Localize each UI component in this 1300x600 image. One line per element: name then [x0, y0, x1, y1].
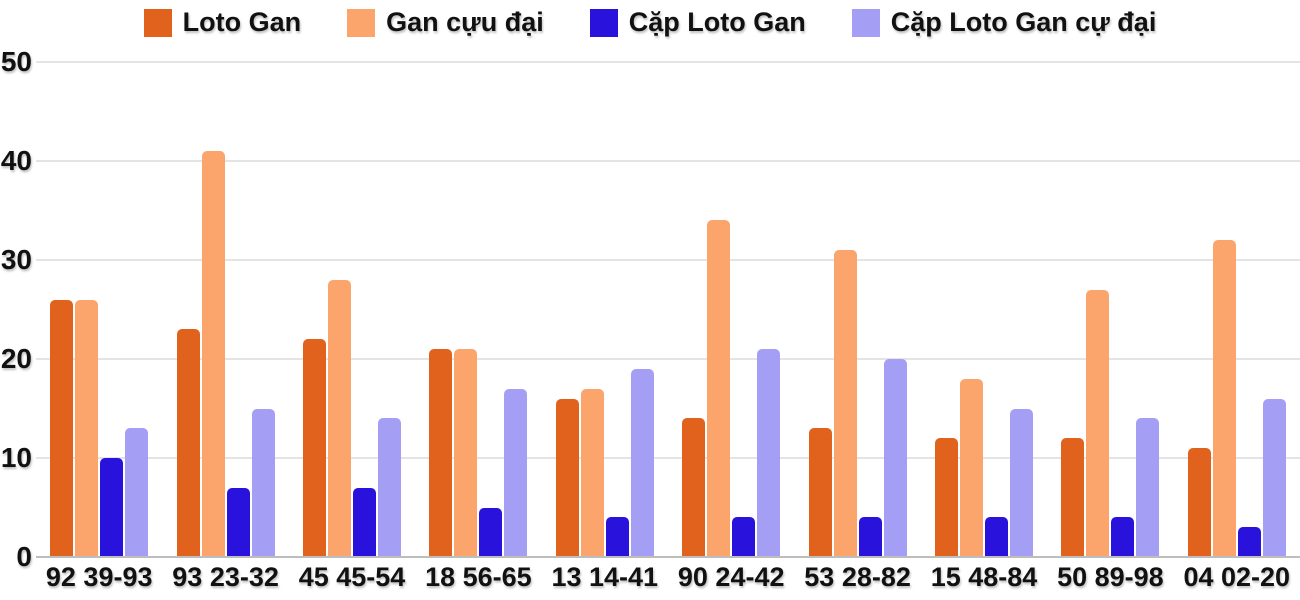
- x-tick-label-93 23-32: 93 23-32: [172, 562, 279, 592]
- legend-item-Cặp Loto Gan cự đại: Cặp Loto Gan cự đại: [851, 7, 1157, 38]
- x-axis-baseline: [36, 556, 1300, 558]
- x-tick-label-45 45-54: 45 45-54: [298, 562, 406, 592]
- bar-Cặp Loto Gan-45 45-54: [352, 487, 376, 557]
- bar-Loto Gan-93 23-32: [176, 329, 200, 557]
- bar-group-04 02-20: [1174, 62, 1300, 557]
- y-tick-label-0: 0: [16, 541, 32, 572]
- bar-Gan cựu đại-92 39-93: [75, 299, 99, 557]
- gridline-10: [36, 457, 1300, 459]
- bar-Cặp Loto Gan cự đại-18 56-65: [504, 388, 528, 557]
- bar-Cặp Loto Gan-04 02-20: [1237, 527, 1261, 557]
- legend-swatch-icon: [143, 8, 172, 37]
- bar-Cặp Loto Gan-90 24-42: [732, 517, 756, 557]
- bar-Loto Gan-04 02-20: [1187, 448, 1211, 557]
- bar-group-13 14-41: [542, 62, 668, 557]
- legend-item-Gan cựu đại: Gan cựu đại: [347, 7, 544, 38]
- bar-Gan cựu đại-50 89-98: [1086, 289, 1110, 557]
- bar-Loto Gan-53 28-82: [808, 428, 832, 557]
- bar-Cặp Loto Gan cự đại-93 23-32: [251, 408, 275, 557]
- plot-area: [36, 61, 1300, 558]
- x-tick-label-15 48-84: 15 48-84: [930, 562, 1038, 592]
- bar-Gan cựu đại-93 23-32: [201, 151, 225, 557]
- bar-Gan cựu đại-18 56-65: [454, 349, 478, 557]
- legend-label: Loto Gan: [182, 7, 302, 37]
- bar-Gan cựu đại-04 02-20: [1212, 240, 1236, 557]
- bar-Gan cựu đại-13 14-41: [580, 388, 604, 557]
- gridline-20: [36, 358, 1300, 360]
- x-tick-label-53 28-82: 53 28-82: [804, 562, 911, 592]
- bar-group-92 39-93: [36, 62, 162, 557]
- gridline-40: [36, 160, 1300, 162]
- bar-Cặp Loto Gan cự đại-90 24-42: [757, 349, 781, 557]
- y-tick-label-20: 20: [0, 343, 32, 374]
- legend-item-Loto Gan: Loto Gan: [143, 7, 302, 38]
- bar-Loto Gan-92 39-93: [50, 299, 74, 557]
- x-tick-label-04 02-20: 04 02-20: [1183, 562, 1291, 592]
- bar-Cặp Loto Gan cự đại-04 02-20: [1262, 398, 1286, 557]
- legend-label: Gan cựu đại: [386, 7, 544, 37]
- bar-Cặp Loto Gan-15 48-84: [984, 517, 1008, 557]
- bar-Gan cựu đại-90 24-42: [707, 220, 731, 557]
- bar-Loto Gan-13 14-41: [555, 398, 579, 557]
- bar-Cặp Loto Gan-13 14-41: [605, 517, 629, 557]
- bar-Cặp Loto Gan cự đại-92 39-93: [125, 428, 149, 557]
- legend-label: Cặp Loto Gan cự đại: [890, 7, 1157, 37]
- bar-Gan cựu đại-15 48-84: [959, 378, 983, 557]
- legend-swatch-icon: [347, 8, 376, 37]
- y-tick-label-10: 10: [0, 442, 32, 473]
- bar-group-18 56-65: [415, 62, 541, 557]
- bar-Cặp Loto Gan cự đại-13 14-41: [630, 368, 654, 557]
- gridline-50: [36, 61, 1300, 63]
- legend-swatch-icon: [589, 8, 618, 37]
- legend-label: Cặp Loto Gan: [628, 7, 806, 37]
- y-tick-label-30: 30: [0, 244, 32, 275]
- bar-Loto Gan-45 45-54: [302, 339, 326, 557]
- bar-Loto Gan-90 24-42: [682, 418, 706, 557]
- bar-group-45 45-54: [289, 62, 415, 557]
- bar-group-15 48-84: [921, 62, 1047, 557]
- bar-Loto Gan-50 89-98: [1061, 438, 1085, 557]
- x-tick-label-18 56-65: 18 56-65: [425, 562, 532, 592]
- bar-Cặp Loto Gan-93 23-32: [226, 487, 250, 557]
- y-tick-label-50: 50: [0, 46, 32, 77]
- bar-Cặp Loto Gan cự đại-53 28-82: [883, 359, 907, 557]
- legend-item-Cặp Loto Gan: Cặp Loto Gan: [589, 7, 806, 38]
- bar-Cặp Loto Gan cự đại-15 48-84: [1009, 408, 1033, 557]
- bar-group-50 89-98: [1047, 62, 1173, 557]
- bar-Cặp Loto Gan-18 56-65: [479, 507, 503, 557]
- bar-group-53 28-82: [794, 62, 920, 557]
- bar-group-93 23-32: [162, 62, 288, 557]
- bar-Loto Gan-15 48-84: [934, 438, 958, 557]
- x-tick-label-92 39-93: 92 39-93: [45, 562, 153, 592]
- bar-Cặp Loto Gan-50 89-98: [1111, 517, 1135, 557]
- y-tick-label-40: 40: [0, 145, 32, 176]
- x-tick-label-13 14-41: 13 14-41: [551, 562, 659, 592]
- x-tick-label-50 89-98: 50 89-98: [1057, 562, 1164, 592]
- bar-Cặp Loto Gan cự đại-45 45-54: [377, 418, 401, 557]
- bar-group-90 24-42: [668, 62, 794, 557]
- x-tick-label-90 24-42: 90 24-42: [677, 562, 785, 592]
- bar-Cặp Loto Gan-92 39-93: [100, 458, 124, 557]
- legend: Loto Gan Gan cựu đại Cặp Loto Gan Cặp Loto …: [0, 7, 1300, 38]
- bar-Gan cựu đại-53 28-82: [833, 250, 857, 557]
- bar-Cặp Loto Gan cự đại-50 89-98: [1136, 418, 1160, 557]
- bar-Gan cựu đại-45 45-54: [327, 279, 351, 557]
- legend-swatch-icon: [851, 8, 880, 37]
- bar-Cặp Loto Gan-53 28-82: [858, 517, 882, 557]
- bar-Loto Gan-18 56-65: [429, 349, 453, 557]
- gridline-30: [36, 259, 1300, 261]
